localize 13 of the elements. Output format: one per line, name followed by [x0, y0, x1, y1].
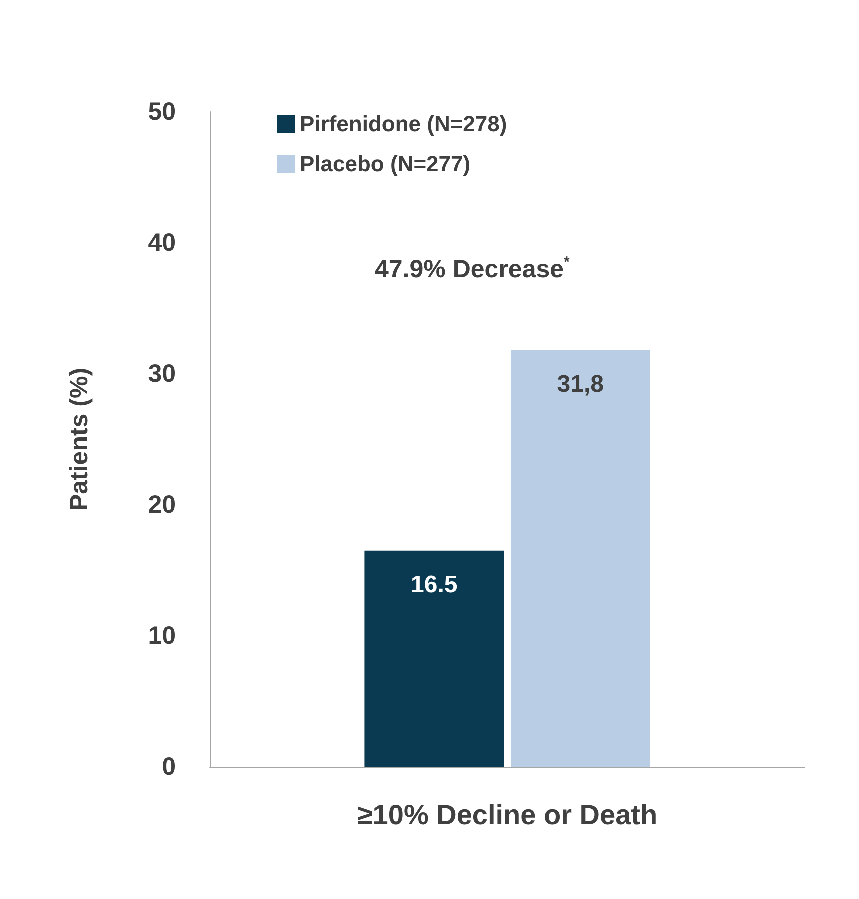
- y-tick-label: 40: [148, 229, 176, 257]
- y-axis-title: Patients (%): [66, 368, 94, 512]
- annotation: 47.9% Decrease*: [375, 254, 570, 284]
- legend-label: Placebo (N=277): [300, 152, 471, 176]
- data-label: 31,8: [557, 370, 604, 398]
- y-tick-label: 50: [148, 98, 176, 126]
- y-tick-label: 10: [148, 622, 176, 650]
- data-label: 16.5: [411, 571, 458, 598]
- y-tick-label: 20: [148, 491, 176, 519]
- y-tick-label: 0: [162, 753, 176, 781]
- x-tick-label: ≥10% Decline or Death: [357, 800, 658, 830]
- y-tick-label: 30: [148, 360, 176, 388]
- legend-label: Pirfenidone (N=278): [300, 112, 508, 136]
